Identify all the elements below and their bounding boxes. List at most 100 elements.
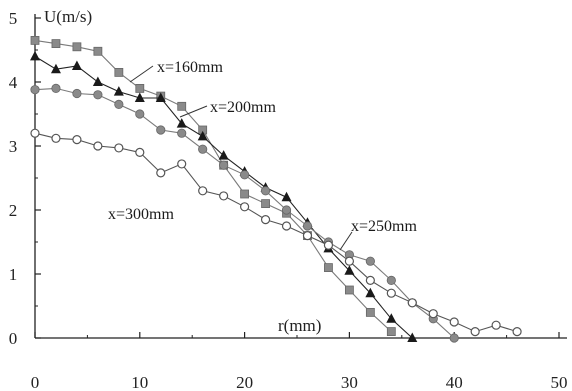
data-point: [240, 170, 250, 180]
data-point: [386, 275, 396, 285]
data-point: [93, 90, 103, 100]
data-point: [240, 189, 250, 199]
series-label: x=200mm: [210, 99, 276, 116]
data-point: [177, 128, 187, 138]
data-point: [281, 205, 292, 215]
data-point: [260, 186, 271, 196]
data-point: [177, 159, 187, 169]
data-point: [135, 109, 145, 119]
labels-layer: U(m/s) r(mm) x=160mm x=200mm x=250mm x=300m…: [44, 7, 417, 335]
data-point: [30, 128, 40, 138]
series-x-300mm: [30, 128, 522, 337]
x-tick-label: 0: [31, 373, 40, 391]
data-point: [51, 133, 61, 143]
data-point: [407, 332, 418, 342]
data-point: [177, 101, 187, 111]
series-x-250mm: [30, 83, 459, 343]
series-label: x=300mm: [108, 206, 174, 223]
data-point: [30, 85, 40, 95]
data-point: [51, 83, 61, 94]
data-point: [240, 202, 250, 212]
data-point: [113, 86, 124, 96]
data-point: [114, 99, 124, 110]
series-label: x=160mm: [157, 59, 223, 76]
series-layer: [30, 36, 522, 343]
y-axis-title: U(m/s): [44, 7, 92, 26]
data-point: [386, 327, 396, 337]
series-line: [34, 132, 518, 333]
data-point: [155, 92, 166, 102]
data-point: [30, 36, 40, 45]
data-point: [323, 240, 334, 250]
data-point: [449, 333, 459, 343]
x-tick-label: 50: [551, 373, 568, 391]
data-point: [449, 317, 459, 327]
data-point: [281, 221, 292, 231]
data-point: [324, 263, 333, 273]
y-tick-label: 4: [9, 73, 18, 92]
data-point: [156, 125, 166, 135]
data-point: [512, 327, 522, 337]
data-point: [72, 42, 82, 52]
data-point: [114, 143, 124, 153]
y-tick-label: 2: [9, 201, 18, 220]
label-leader-line: [129, 65, 154, 83]
data-point: [135, 84, 145, 93]
x-axis-title: r(mm): [278, 316, 321, 335]
x-tick-label: 30: [341, 373, 358, 391]
x-tick-label: 20: [236, 373, 253, 391]
data-point: [386, 288, 396, 298]
x-tick-label: 40: [446, 373, 463, 391]
data-point: [134, 92, 145, 102]
series-line: [34, 87, 455, 339]
data-point: [470, 327, 480, 337]
series-x-200mm: [30, 50, 418, 342]
data-point: [344, 256, 354, 266]
x-tick-label: 10: [131, 373, 148, 391]
data-point: [281, 191, 292, 202]
data-point: [114, 68, 124, 77]
y-tick-label: 3: [9, 137, 18, 156]
y-tick-label: 1: [9, 265, 18, 284]
data-point: [261, 199, 270, 209]
data-point: [50, 63, 61, 74]
data-point: [30, 50, 40, 61]
data-point: [93, 141, 103, 151]
data-point: [219, 160, 229, 170]
y-tick-label: 0: [9, 329, 18, 348]
data-point: [260, 215, 271, 225]
data-point: [365, 307, 375, 317]
data-point: [344, 265, 355, 275]
data-point: [198, 186, 208, 196]
data-point: [365, 287, 376, 298]
data-point: [176, 118, 187, 128]
data-point: [302, 221, 313, 231]
series-label: x=250mm: [351, 218, 417, 235]
data-point: [51, 39, 61, 48]
data-point: [197, 130, 208, 141]
y-tick-label: 5: [9, 9, 18, 28]
label-leader-line: [179, 105, 208, 118]
data-point: [365, 275, 375, 285]
data-point: [135, 147, 145, 157]
data-point: [72, 135, 82, 145]
data-point: [156, 168, 166, 178]
data-point: [218, 150, 229, 160]
data-point: [93, 46, 103, 56]
data-point: [344, 285, 354, 295]
data-point: [365, 256, 375, 266]
series-line: [34, 39, 392, 333]
data-point: [198, 144, 208, 154]
data-point: [407, 298, 417, 308]
series-x-160mm: [30, 36, 396, 337]
label-leader-line: [339, 231, 353, 251]
data-point: [428, 309, 438, 319]
data-point: [71, 60, 82, 70]
data-point: [219, 191, 229, 201]
data-point: [386, 313, 397, 323]
data-point: [92, 76, 103, 86]
data-point: [72, 88, 82, 99]
data-point: [302, 231, 313, 241]
data-point: [491, 320, 501, 330]
